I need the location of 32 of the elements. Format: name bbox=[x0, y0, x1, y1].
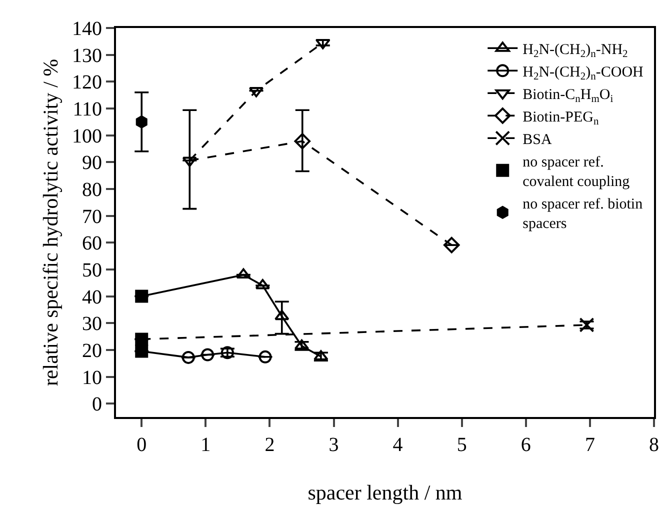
legend-label: Biotin-PEG$_{n}$ bbox=[522, 109, 600, 128]
x-tick-label: 7 bbox=[584, 434, 595, 456]
x-tick-label: 6 bbox=[520, 434, 531, 456]
y-tick-label: 20 bbox=[82, 340, 102, 362]
x-tick-label: 8 bbox=[649, 434, 659, 456]
x-axis-title: spacer length / nm bbox=[308, 480, 462, 505]
y-tick-label: 140 bbox=[72, 18, 102, 40]
y-axis-title: relative specific hydrolytic activity / % bbox=[38, 58, 63, 386]
legend-label: no spacer ref. biotin spacers bbox=[522, 196, 644, 232]
x-tick-label: 2 bbox=[264, 434, 275, 456]
x-tick-label: 0 bbox=[136, 434, 147, 456]
y-tick-label: 80 bbox=[82, 178, 102, 201]
legend-label: Biotin-C$_{n}$H$_{m}$O$_{i}$ bbox=[522, 86, 614, 106]
legend-label: BSA bbox=[522, 132, 552, 148]
y-tick-label: 0 bbox=[92, 394, 102, 416]
x-tick-label: 5 bbox=[456, 434, 467, 456]
legend-label: H$_{2}$N-(CH$_{2}$)$_{n}$-COOH bbox=[522, 64, 644, 83]
y-tick-label: 120 bbox=[72, 72, 102, 94]
y-tick-label: 30 bbox=[82, 313, 102, 336]
y-tick-label: 70 bbox=[82, 206, 102, 228]
y-tick-label: 90 bbox=[82, 152, 102, 174]
y-tick-label: 50 bbox=[82, 259, 102, 282]
legend-label: H$_{2}$N-(CH$_{2}$)$_{n}$-NH$_{2}$ bbox=[522, 42, 628, 60]
x-tick-label: 4 bbox=[392, 434, 403, 456]
y-tick-label: 40 bbox=[82, 286, 102, 308]
y-tick-label: 100 bbox=[72, 125, 102, 148]
y-tick-label: 60 bbox=[82, 232, 102, 255]
y-tick-label: 110 bbox=[72, 98, 102, 120]
x-tick-label: 3 bbox=[328, 434, 339, 456]
y-tick-label: 10 bbox=[82, 366, 102, 389]
x-tick-label: 1 bbox=[200, 434, 211, 456]
y-tick-label: 130 bbox=[72, 44, 102, 67]
